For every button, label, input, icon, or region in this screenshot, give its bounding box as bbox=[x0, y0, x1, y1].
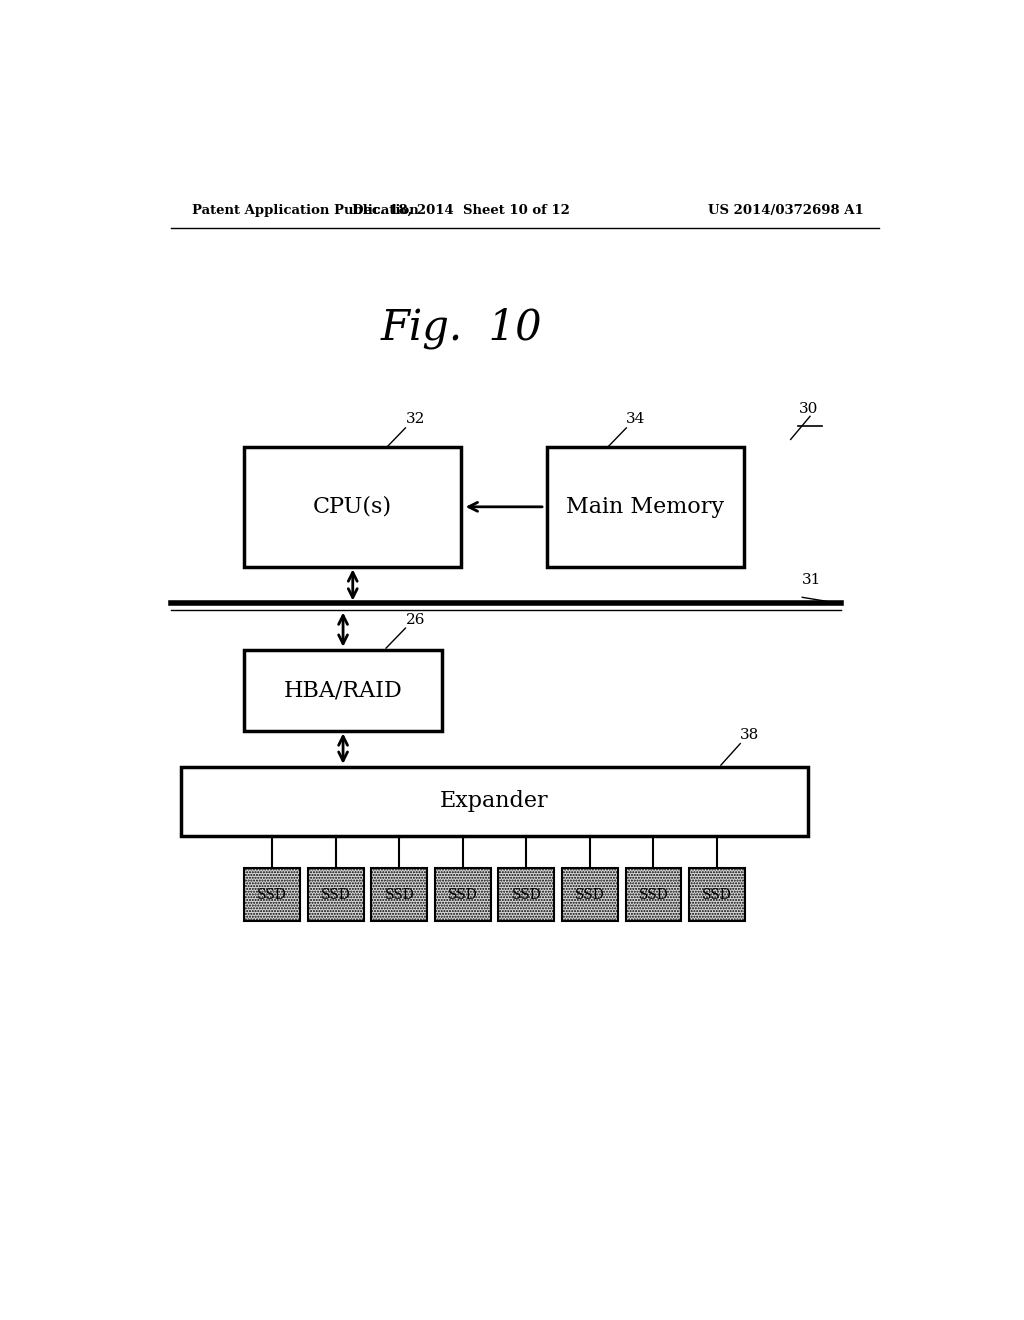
Text: 32: 32 bbox=[406, 412, 425, 426]
Text: SSD: SSD bbox=[321, 887, 350, 902]
Text: Expander: Expander bbox=[440, 791, 549, 812]
Text: 30: 30 bbox=[799, 403, 818, 416]
Text: SSD: SSD bbox=[639, 887, 669, 902]
Text: SSD: SSD bbox=[447, 887, 477, 902]
Text: 31: 31 bbox=[802, 573, 821, 586]
Text: CPU(s): CPU(s) bbox=[313, 496, 392, 517]
Bar bbox=[308, 869, 364, 921]
Bar bbox=[180, 767, 809, 836]
Bar bbox=[245, 869, 300, 921]
Text: SSD: SSD bbox=[575, 887, 605, 902]
Bar bbox=[372, 869, 427, 921]
Text: US 2014/0372698 A1: US 2014/0372698 A1 bbox=[709, 205, 864, 218]
Bar bbox=[562, 869, 617, 921]
Text: 34: 34 bbox=[627, 412, 646, 426]
Bar bbox=[547, 447, 744, 566]
Text: Main Memory: Main Memory bbox=[566, 496, 724, 517]
Text: SSD: SSD bbox=[384, 887, 414, 902]
Bar bbox=[626, 869, 681, 921]
Text: Patent Application Publication: Patent Application Publication bbox=[191, 205, 418, 218]
Text: Dec. 18, 2014  Sheet 10 of 12: Dec. 18, 2014 Sheet 10 of 12 bbox=[352, 205, 570, 218]
Text: 38: 38 bbox=[740, 729, 760, 742]
Text: SSD: SSD bbox=[257, 887, 287, 902]
Bar bbox=[435, 869, 490, 921]
Text: SSD: SSD bbox=[702, 887, 732, 902]
Text: HBA/RAID: HBA/RAID bbox=[284, 678, 402, 701]
Bar bbox=[689, 869, 744, 921]
Text: SSD: SSD bbox=[511, 887, 542, 902]
Bar bbox=[499, 869, 554, 921]
Text: Fig.  10: Fig. 10 bbox=[381, 306, 542, 348]
Text: 26: 26 bbox=[406, 612, 425, 627]
Bar bbox=[245, 649, 442, 730]
Bar bbox=[245, 447, 461, 566]
